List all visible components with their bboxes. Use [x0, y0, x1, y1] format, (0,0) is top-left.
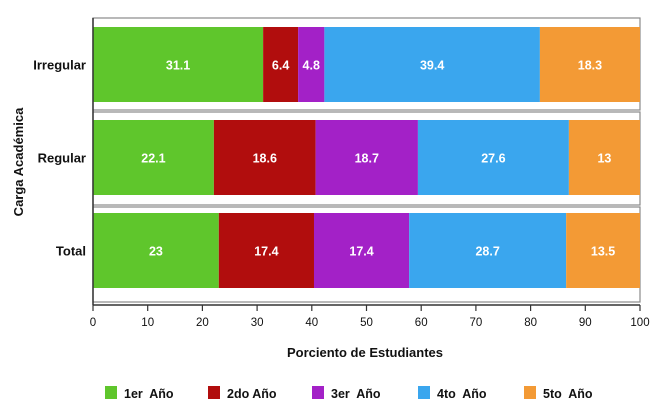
legend-label: 3er Año: [331, 387, 381, 401]
legend-label: 4to Año: [437, 387, 487, 401]
legend-label: 1er Año: [124, 387, 174, 401]
data-label: 31.1: [166, 59, 190, 73]
legend-label: 5to Año: [543, 387, 593, 401]
bar-segment: [93, 120, 214, 195]
data-label: 18.7: [355, 152, 379, 166]
bar-segment: [263, 27, 299, 102]
legend: 1er Año 2do Año 3er Año 4to Año 5to Año: [105, 386, 593, 401]
data-label: 6.4: [272, 59, 289, 73]
legend-label: 2do Año: [227, 387, 277, 401]
category-label: Regular: [38, 151, 86, 166]
x-tick-label: 20: [196, 317, 209, 329]
x-tick-label: 0: [90, 317, 96, 329]
legend-swatch: [208, 386, 220, 399]
data-label: 18.6: [253, 152, 277, 166]
bar-segment: [324, 27, 540, 102]
x-tick-label: 60: [415, 317, 428, 329]
data-label: 4.8: [303, 59, 320, 73]
bar-segment: [298, 27, 325, 102]
bar-segment: [218, 213, 314, 288]
category-labels: Irregular Regular Total: [33, 58, 86, 259]
data-label: 22.1: [141, 152, 165, 166]
bar-segment: [213, 120, 316, 195]
legend-swatch: [105, 386, 117, 399]
x-tick-label: 30: [251, 317, 264, 329]
category-label: Irregular: [33, 58, 86, 73]
legend-swatch: [312, 386, 324, 399]
data-label: 28.7: [475, 245, 499, 259]
data-label: 18.3: [578, 59, 602, 73]
bar-segment: [93, 213, 219, 288]
data-label: 23: [149, 245, 163, 259]
x-tick-label: 40: [305, 317, 318, 329]
data-label: 17.4: [254, 245, 278, 259]
data-label: 17.4: [349, 245, 373, 259]
x-ticks: 0 10 20 30 40 50 60 70 80 90 100: [90, 305, 650, 329]
x-axis-title: Porciento de Estudiantes: [287, 345, 443, 360]
legend-swatch: [524, 386, 536, 399]
data-label: 27.6: [481, 152, 505, 166]
x-tick-label: 80: [524, 317, 537, 329]
bar-segment: [568, 120, 640, 195]
y-axis-title: Carga Académica: [11, 107, 26, 216]
bar-segment: [417, 120, 569, 195]
x-tick-label: 100: [630, 317, 649, 329]
data-label: 13: [597, 152, 611, 166]
legend-swatch: [418, 386, 430, 399]
x-tick-label: 90: [579, 317, 592, 329]
x-tick-label: 50: [360, 317, 373, 329]
bar-segment: [539, 27, 640, 102]
bar-segment: [315, 120, 418, 195]
data-label: 39.4: [420, 59, 444, 73]
bar-segment: [566, 213, 640, 288]
bars: 31.1 6.4 4.8 39.4 18.3 22.1 18.6 18.7 27.6 13 23 17…: [93, 27, 640, 288]
x-tick-label: 10: [141, 317, 154, 329]
bar-segment: [409, 213, 567, 288]
x-tick-label: 70: [470, 317, 483, 329]
bar-segment: [93, 27, 264, 102]
bar-segment: [313, 213, 410, 288]
data-label: 13.5: [591, 245, 615, 259]
category-label: Total: [56, 244, 86, 259]
